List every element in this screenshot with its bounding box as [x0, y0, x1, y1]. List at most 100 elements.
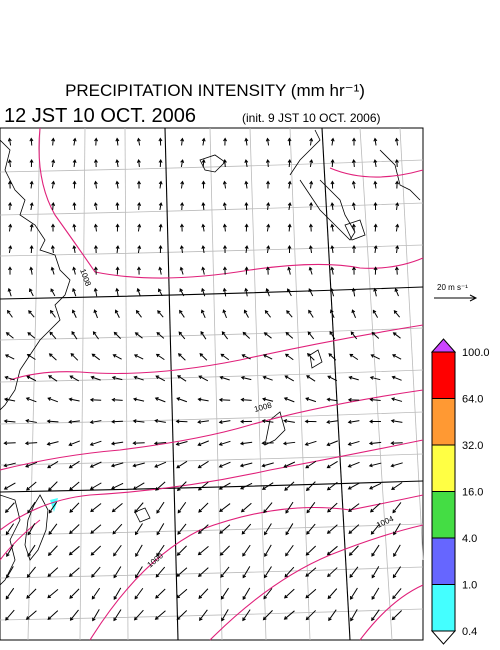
- wind-arrow: [158, 223, 163, 232]
- wind-arrow: [261, 419, 274, 424]
- wind-arrow: [304, 440, 317, 446]
- colorbar-segment: [431, 491, 456, 539]
- wind-arrow: [221, 331, 229, 340]
- major-graticule: [0, 127, 424, 641]
- wind-vectors: [3, 137, 403, 622]
- wind-arrow: [222, 287, 227, 297]
- wind-arrow: [68, 419, 80, 424]
- wind-arrow: [262, 375, 273, 381]
- wind-arrow: [198, 502, 209, 513]
- wind-arrow: [5, 587, 15, 600]
- wind-arrow: [373, 137, 378, 146]
- wind-arrow: [27, 501, 36, 514]
- wind-arrow: [29, 266, 34, 275]
- wind-arrow: [330, 180, 335, 189]
- wind-arrow: [51, 202, 56, 211]
- wind-arrow: [176, 481, 187, 492]
- wind-arrow: [176, 545, 187, 556]
- wind-arrow: [284, 353, 294, 361]
- wind-arrow: [156, 523, 165, 536]
- wind-arrow: [305, 545, 317, 556]
- wind-arrow: [220, 566, 230, 578]
- wind-arrow: [373, 287, 378, 297]
- wind-arrow: [306, 353, 315, 361]
- wind-arrow: [137, 245, 142, 254]
- colorbar-segment: [431, 444, 456, 492]
- wind-arrow: [263, 502, 273, 514]
- colorbar-label: 1.0: [462, 580, 477, 592]
- wind-arrow: [115, 245, 120, 254]
- wind-arrow: [305, 588, 317, 599]
- wind-arrow: [349, 566, 359, 578]
- wind-arrow: [242, 331, 251, 339]
- wind-arrow: [136, 287, 141, 297]
- wind-arrow: [369, 397, 381, 402]
- wind-arrow: [218, 420, 231, 424]
- wind-arrow: [286, 288, 292, 297]
- wind-arrow: [373, 180, 378, 189]
- wind-arrow: [392, 588, 402, 600]
- wind-arrow: [200, 309, 206, 319]
- wind-arrow: [155, 566, 166, 578]
- wind-arrow: [244, 266, 249, 275]
- wind-arrow: [91, 566, 101, 578]
- wind-arrow: [179, 245, 184, 254]
- wind-arrow: [72, 202, 77, 211]
- colorbar-segment: [431, 537, 456, 585]
- wind-arrow: [220, 353, 230, 361]
- wind-arrow: [6, 309, 13, 318]
- wind-arrow: [351, 180, 356, 189]
- wind-arrow: [111, 375, 123, 381]
- wind-arrow: [352, 266, 356, 275]
- wind-arrow: [243, 309, 249, 318]
- wind-arrow: [176, 397, 188, 403]
- wind-arrow: [309, 202, 314, 211]
- wind-arrow: [26, 375, 37, 382]
- wind-arrow: [392, 354, 402, 360]
- wind-arrow: [48, 501, 58, 514]
- wind-arrow: [283, 588, 295, 599]
- wind-arrow: [326, 440, 338, 447]
- wind-arrow: [348, 524, 360, 534]
- wind-arrow: [133, 354, 144, 360]
- wind-arrow: [156, 332, 165, 339]
- title: PRECIPITATION INTENSITY (mm hr⁻¹): [65, 81, 365, 100]
- wind-arrow: [110, 462, 124, 468]
- wind-arrow: [244, 180, 249, 189]
- wind-arrow: [69, 588, 80, 599]
- wind-arrow: [136, 137, 141, 146]
- wind-arrow: [261, 462, 274, 468]
- wind-arrow: [308, 288, 314, 297]
- wind-arrow: [92, 609, 100, 622]
- wind-arrow: [308, 245, 313, 254]
- wind-arrow: [371, 331, 380, 339]
- wind-arrow: [93, 287, 98, 297]
- wind-arrow: [197, 567, 209, 577]
- wind-arrow: [47, 460, 59, 469]
- wind-arrow: [286, 310, 293, 318]
- wind-arrow: [222, 180, 227, 189]
- wind-arrow: [180, 159, 185, 168]
- wind-arrow: [350, 609, 358, 622]
- wind-arrow: [393, 544, 401, 557]
- wind-arrow: [242, 609, 251, 622]
- wind-arrow: [136, 266, 141, 275]
- wind-arrow: [93, 159, 98, 168]
- wind-arrow: [285, 331, 294, 339]
- colorbar-label: 32.0: [462, 440, 483, 452]
- wind-arrow: [222, 159, 227, 168]
- wind-arrow: [199, 609, 208, 622]
- wind-arrow: [93, 202, 98, 211]
- wind-arrow: [373, 245, 378, 254]
- colorbar-label: 64.0: [462, 394, 483, 406]
- wind-arrow: [175, 440, 188, 446]
- wind-arrow: [309, 137, 314, 146]
- wind-arrow: [222, 309, 227, 319]
- wind-arrow: [6, 544, 14, 557]
- wind-arrow: [92, 331, 99, 340]
- wind-arrow: [308, 309, 314, 318]
- wind-arrow: [68, 440, 80, 447]
- wind-arrow: [3, 441, 16, 446]
- wind-arrow: [352, 137, 356, 146]
- wind-arrow: [29, 159, 34, 168]
